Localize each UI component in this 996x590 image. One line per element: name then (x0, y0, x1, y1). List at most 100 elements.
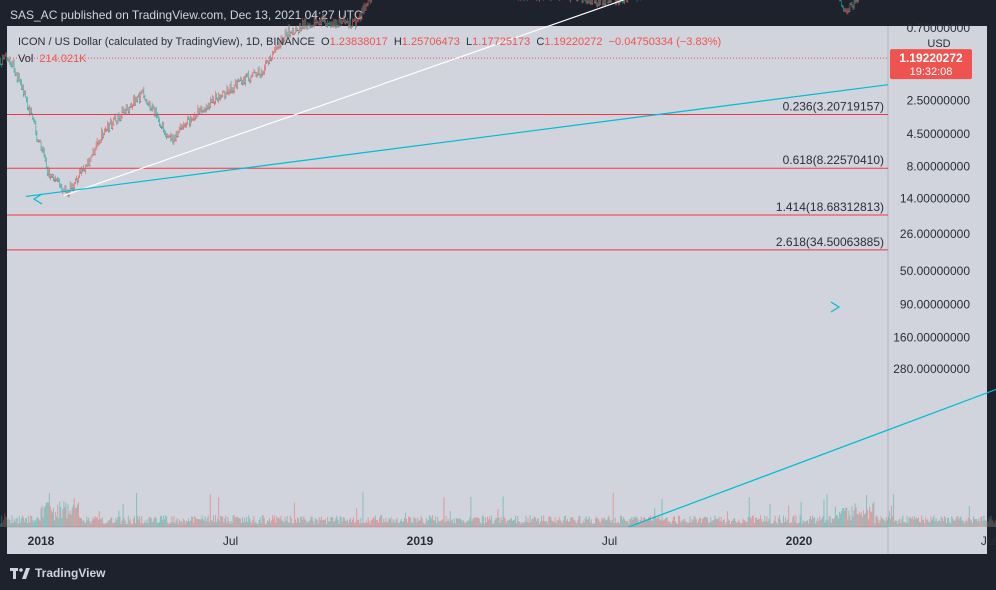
candle-body (306, 28, 308, 30)
volume-bar (378, 522, 380, 527)
candle-body (332, 24, 334, 26)
fib-level-label: 1.414(18.68312813) (776, 200, 884, 214)
candle-body (278, 47, 280, 49)
candle-body (225, 96, 227, 98)
volume-bar (778, 515, 780, 527)
volume-bar (575, 521, 577, 527)
volume-bar (571, 517, 573, 527)
candle-body (369, 0, 371, 2)
candle-body (293, 33, 295, 35)
volume-bar (405, 512, 407, 527)
candle-body (844, 9, 846, 11)
volume-bar (121, 520, 123, 527)
volume-bar (647, 517, 649, 527)
volume-bar (888, 511, 890, 527)
volume-bar (88, 517, 90, 527)
volume-bar (859, 514, 861, 527)
volume-bar (620, 516, 622, 527)
candle-body (72, 188, 74, 190)
candle-body (93, 154, 95, 155)
volume-bar (9, 520, 11, 527)
volume-bar (939, 521, 941, 527)
candle-body (57, 180, 59, 182)
volume-bar (343, 517, 345, 527)
volume-bar (679, 516, 681, 527)
volume-bar (800, 501, 802, 527)
volume-bar (728, 520, 730, 527)
candle-body (132, 104, 134, 106)
volume-bar (107, 522, 109, 527)
volume-bar (769, 503, 771, 527)
footer-brand[interactable]: TradingView (10, 566, 105, 580)
candle-body (98, 142, 100, 144)
volume-bar (55, 511, 57, 527)
volume-bar (760, 515, 762, 527)
volume-bar (175, 520, 177, 527)
volume-bar (180, 521, 182, 527)
volume-bar (713, 519, 715, 527)
volume-bar (60, 506, 62, 527)
candle-body (226, 92, 228, 94)
volume-bar (736, 522, 738, 527)
volume-bar (719, 521, 721, 527)
volume-bar (40, 508, 42, 527)
volume-bar (85, 522, 87, 527)
candle-body (131, 106, 133, 108)
volume-bar (880, 516, 882, 527)
volume-bar (502, 496, 504, 527)
volume-bar (478, 518, 480, 527)
arrow-right-icon (830, 301, 841, 313)
volume-bar (228, 521, 230, 527)
volume-bar (902, 515, 904, 527)
volume-bar (889, 518, 891, 527)
volume-bar (694, 516, 696, 527)
volume-bar (409, 516, 411, 527)
volume-bar (846, 507, 848, 527)
candle-body (6, 58, 8, 60)
volume-bar (724, 523, 726, 527)
volume-bar (507, 520, 509, 527)
volume-bar (608, 515, 610, 527)
volume-bar (625, 521, 627, 527)
volume-bar (325, 519, 327, 527)
volume-bar (574, 519, 576, 527)
candle-body (202, 111, 204, 113)
volume-bar (176, 518, 178, 527)
candle-body (355, 26, 357, 28)
candle-body (337, 25, 339, 27)
candle-body (307, 28, 309, 30)
volume-bar (503, 516, 505, 527)
candle-body (3, 57, 5, 59)
volume-bar (911, 516, 913, 527)
volume-bar (551, 520, 553, 527)
volume-bar (908, 517, 910, 527)
candle-body (291, 32, 293, 34)
candle-body (122, 112, 124, 113)
candle-body (82, 169, 84, 171)
candle-body (162, 127, 164, 129)
volume-bar (22, 517, 24, 527)
volume-bar (773, 520, 775, 527)
volume-bar (362, 492, 364, 527)
candle-body (354, 19, 356, 21)
volume-bar (599, 521, 601, 527)
volume-bar (368, 521, 370, 527)
volume-bar (904, 522, 906, 527)
candle-body (312, 26, 314, 27)
volume-bar (655, 516, 657, 527)
volume-bar (71, 507, 73, 527)
candle-body (37, 141, 39, 143)
volume-bar (982, 520, 984, 527)
volume-bar (167, 522, 169, 527)
volume-bar (178, 519, 180, 527)
candle-body (267, 63, 269, 64)
open-label: O (321, 36, 330, 48)
volume-bar (450, 520, 452, 527)
volume-bar (124, 520, 126, 527)
volume-bar (130, 523, 132, 527)
candle-body (298, 32, 300, 33)
volume-bar (306, 523, 308, 527)
volume-bar (330, 517, 332, 527)
volume-bar (514, 519, 516, 527)
